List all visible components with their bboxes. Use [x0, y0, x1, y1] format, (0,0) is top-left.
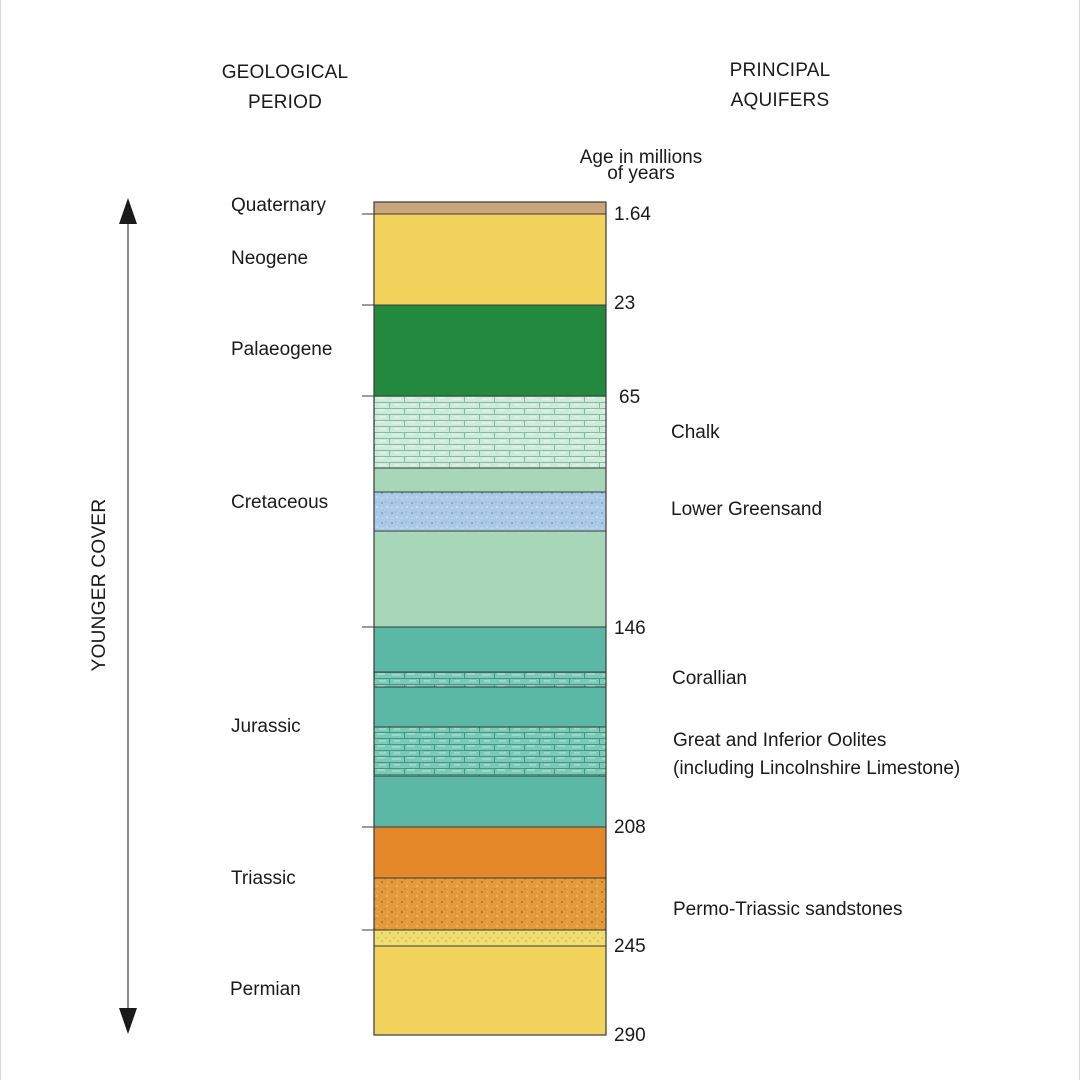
- age-label-208: 208: [614, 817, 646, 838]
- aquifer-label-lower-greensand: Lower Greensand: [671, 499, 823, 520]
- layer-permian-transition: [374, 930, 606, 946]
- layer-boundaries: [374, 213, 606, 947]
- age-label-1-64: 1.64: [614, 204, 651, 225]
- aquifer-label-oolites-line2: (including Lincolnshire Limestone): [673, 758, 961, 779]
- age-label-23: 23: [614, 293, 636, 314]
- principal-aquifers-header-line2: AQUIFERS: [730, 90, 830, 111]
- period-label-cretaceous: Cretaceous: [231, 492, 329, 513]
- layer-lower-greensand: [374, 492, 606, 531]
- age-unit-label: Age in millions of years: [566, 147, 716, 184]
- age-label-245: 245: [614, 936, 646, 957]
- layer-oolites: [374, 727, 606, 776]
- younger-cover-arrow: [119, 198, 137, 1034]
- period-label-palaeogene: Palaeogene: [231, 339, 333, 360]
- layer-cretaceous-lower: [374, 531, 606, 627]
- aquifer-label-oolites-line1: Great and Inferior Oolites: [673, 730, 887, 751]
- layer-cretaceous-upper: [374, 468, 606, 492]
- age-unit-label-line2: of years: [607, 163, 675, 184]
- period-ticks: [362, 213, 374, 931]
- frame-left-border: [0, 0, 1, 1080]
- period-label-neogene: Neogene: [231, 248, 309, 269]
- layer-permian: [374, 946, 606, 1035]
- layer-chalk: [374, 396, 606, 468]
- layer-corallian: [374, 672, 606, 687]
- layer-jurassic-lower: [374, 776, 606, 827]
- arrow-up-icon: [119, 198, 137, 224]
- layer-jurassic-middle: [374, 687, 606, 727]
- layer-neogene: [374, 214, 606, 305]
- layer-jurassic-upper: [374, 627, 606, 672]
- age-label-146: 146: [614, 618, 646, 639]
- aquifer-label-chalk: Chalk: [671, 422, 720, 443]
- layer-palaeogene: [374, 305, 606, 396]
- aquifer-label-corallian: Corallian: [672, 668, 747, 689]
- period-label-permian: Permian: [230, 979, 301, 1000]
- age-label-65: 65: [619, 387, 641, 408]
- age-unit-label-line1: Age in millions: [579, 147, 703, 168]
- period-label-jurassic: Jurassic: [231, 716, 301, 737]
- layer-quaternary: [374, 202, 606, 214]
- geological-period-header-line2: PERIOD: [247, 92, 323, 113]
- principal-aquifers-header: PRINCIPAL AQUIFERS: [700, 56, 860, 116]
- arrow-down-icon: [119, 1008, 137, 1034]
- geological-period-header: GEOLOGICAL PERIOD: [200, 58, 370, 118]
- column-outline: [373, 201, 607, 1036]
- aquifer-label-oolites: Great and Inferior Oolites (including Li…: [673, 727, 960, 783]
- principal-aquifers-header-line1: PRINCIPAL: [729, 60, 831, 81]
- period-label-triassic: Triassic: [231, 868, 296, 889]
- aquifer-label-permo-triassic: Permo-Triassic sandstones: [673, 899, 903, 920]
- layer-permo-triassic-sandstone: [374, 878, 606, 930]
- layer-triassic: [374, 827, 606, 878]
- geological-period-header-line1: GEOLOGICAL: [221, 62, 349, 83]
- period-label-quaternary: Quaternary: [231, 195, 327, 216]
- age-label-290: 290: [614, 1025, 646, 1046]
